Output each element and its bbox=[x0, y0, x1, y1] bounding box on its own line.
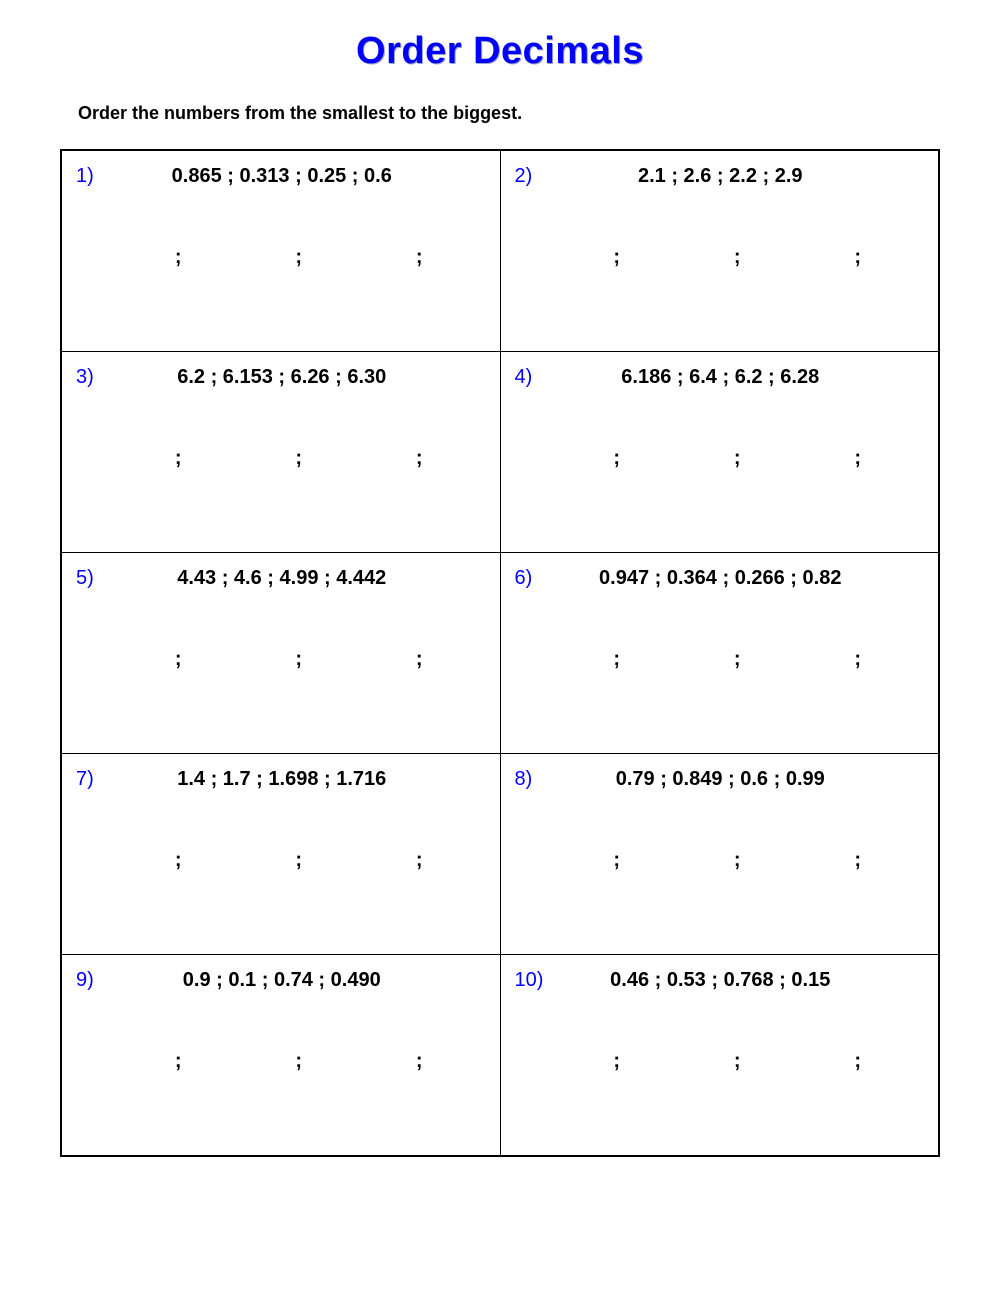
answer-line[interactable]: ; ; ; bbox=[72, 447, 490, 470]
answer-line[interactable]: ; ; ; bbox=[511, 1050, 929, 1073]
answer-separator: ; bbox=[848, 447, 868, 470]
answer-separator: ; bbox=[848, 246, 868, 269]
answer-separator: ; bbox=[727, 1050, 747, 1073]
question-values: 0.947 ; 0.364 ; 0.266 ; 0.82 bbox=[557, 567, 929, 590]
answer-separator: ; bbox=[168, 246, 188, 269]
questions-grid: 1) 0.865 ; 0.313 ; 0.25 ; 0.6 ; ; ; 2) 2… bbox=[60, 149, 940, 1157]
answer-separator: ; bbox=[727, 849, 747, 872]
question-cell: 10) 0.46 ; 0.53 ; 0.768 ; 0.15 ; ; ; bbox=[501, 955, 939, 1155]
answer-separator: ; bbox=[168, 1050, 188, 1073]
grid-row: 9) 0.9 ; 0.1 ; 0.74 ; 0.490 ; ; ; 10) 0.… bbox=[62, 955, 938, 1155]
question-cell: 7) 1.4 ; 1.7 ; 1.698 ; 1.716 ; ; ; bbox=[62, 754, 501, 954]
answer-line[interactable]: ; ; ; bbox=[72, 246, 490, 269]
answer-separator: ; bbox=[168, 849, 188, 872]
question-cell: 4) 6.186 ; 6.4 ; 6.2 ; 6.28 ; ; ; bbox=[501, 352, 939, 552]
answer-separator: ; bbox=[727, 648, 747, 671]
question-values: 0.79 ; 0.849 ; 0.6 ; 0.99 bbox=[557, 768, 929, 791]
answer-separator: ; bbox=[848, 648, 868, 671]
question-number: 4) bbox=[511, 366, 557, 389]
question-number: 6) bbox=[511, 567, 557, 590]
question-cell: 9) 0.9 ; 0.1 ; 0.74 ; 0.490 ; ; ; bbox=[62, 955, 501, 1155]
question-number: 5) bbox=[72, 567, 118, 590]
grid-row: 1) 0.865 ; 0.313 ; 0.25 ; 0.6 ; ; ; 2) 2… bbox=[62, 151, 938, 352]
answer-separator: ; bbox=[607, 1050, 627, 1073]
worksheet-page: Order Decimals Order the numbers from th… bbox=[0, 0, 1000, 1197]
answer-separator: ; bbox=[727, 246, 747, 269]
answer-separator: ; bbox=[607, 849, 627, 872]
page-title: Order Decimals bbox=[60, 30, 940, 73]
question-values: 0.46 ; 0.53 ; 0.768 ; 0.15 bbox=[557, 969, 929, 992]
question-values: 1.4 ; 1.7 ; 1.698 ; 1.716 bbox=[118, 768, 490, 791]
question-cell: 8) 0.79 ; 0.849 ; 0.6 ; 0.99 ; ; ; bbox=[501, 754, 939, 954]
answer-separator: ; bbox=[168, 648, 188, 671]
answer-line[interactable]: ; ; ; bbox=[72, 648, 490, 671]
answer-line[interactable]: ; ; ; bbox=[511, 246, 929, 269]
answer-separator: ; bbox=[289, 1050, 309, 1073]
answer-separator: ; bbox=[409, 246, 429, 269]
question-number: 10) bbox=[511, 969, 557, 992]
answer-line[interactable]: ; ; ; bbox=[511, 849, 929, 872]
answer-separator: ; bbox=[607, 648, 627, 671]
question-values: 4.43 ; 4.6 ; 4.99 ; 4.442 bbox=[118, 567, 490, 590]
answer-line[interactable]: ; ; ; bbox=[511, 447, 929, 470]
answer-separator: ; bbox=[168, 447, 188, 470]
answer-line[interactable]: ; ; ; bbox=[511, 648, 929, 671]
question-values: 2.1 ; 2.6 ; 2.2 ; 2.9 bbox=[557, 165, 929, 188]
answer-separator: ; bbox=[727, 447, 747, 470]
answer-separator: ; bbox=[607, 447, 627, 470]
grid-row: 7) 1.4 ; 1.7 ; 1.698 ; 1.716 ; ; ; 8) 0.… bbox=[62, 754, 938, 955]
question-cell: 2) 2.1 ; 2.6 ; 2.2 ; 2.9 ; ; ; bbox=[501, 151, 939, 351]
question-number: 7) bbox=[72, 768, 118, 791]
question-number: 1) bbox=[72, 165, 118, 188]
question-cell: 6) 0.947 ; 0.364 ; 0.266 ; 0.82 ; ; ; bbox=[501, 553, 939, 753]
answer-line[interactable]: ; ; ; bbox=[72, 1050, 490, 1073]
answer-separator: ; bbox=[409, 849, 429, 872]
answer-separator: ; bbox=[289, 849, 309, 872]
answer-separator: ; bbox=[289, 246, 309, 269]
question-values: 0.865 ; 0.313 ; 0.25 ; 0.6 bbox=[118, 165, 490, 188]
question-values: 6.2 ; 6.153 ; 6.26 ; 6.30 bbox=[118, 366, 490, 389]
answer-separator: ; bbox=[848, 1050, 868, 1073]
answer-line[interactable]: ; ; ; bbox=[72, 849, 490, 872]
question-values: 6.186 ; 6.4 ; 6.2 ; 6.28 bbox=[557, 366, 929, 389]
question-number: 9) bbox=[72, 969, 118, 992]
answer-separator: ; bbox=[409, 648, 429, 671]
question-cell: 3) 6.2 ; 6.153 ; 6.26 ; 6.30 ; ; ; bbox=[62, 352, 501, 552]
answer-separator: ; bbox=[607, 246, 627, 269]
answer-separator: ; bbox=[409, 1050, 429, 1073]
instruction-text: Order the numbers from the smallest to t… bbox=[78, 103, 940, 124]
question-cell: 1) 0.865 ; 0.313 ; 0.25 ; 0.6 ; ; ; bbox=[62, 151, 501, 351]
answer-separator: ; bbox=[289, 648, 309, 671]
answer-separator: ; bbox=[848, 849, 868, 872]
grid-row: 5) 4.43 ; 4.6 ; 4.99 ; 4.442 ; ; ; 6) 0.… bbox=[62, 553, 938, 754]
answer-separator: ; bbox=[289, 447, 309, 470]
question-number: 3) bbox=[72, 366, 118, 389]
answer-separator: ; bbox=[409, 447, 429, 470]
question-number: 2) bbox=[511, 165, 557, 188]
question-cell: 5) 4.43 ; 4.6 ; 4.99 ; 4.442 ; ; ; bbox=[62, 553, 501, 753]
question-values: 0.9 ; 0.1 ; 0.74 ; 0.490 bbox=[118, 969, 490, 992]
grid-row: 3) 6.2 ; 6.153 ; 6.26 ; 6.30 ; ; ; 4) 6.… bbox=[62, 352, 938, 553]
question-number: 8) bbox=[511, 768, 557, 791]
